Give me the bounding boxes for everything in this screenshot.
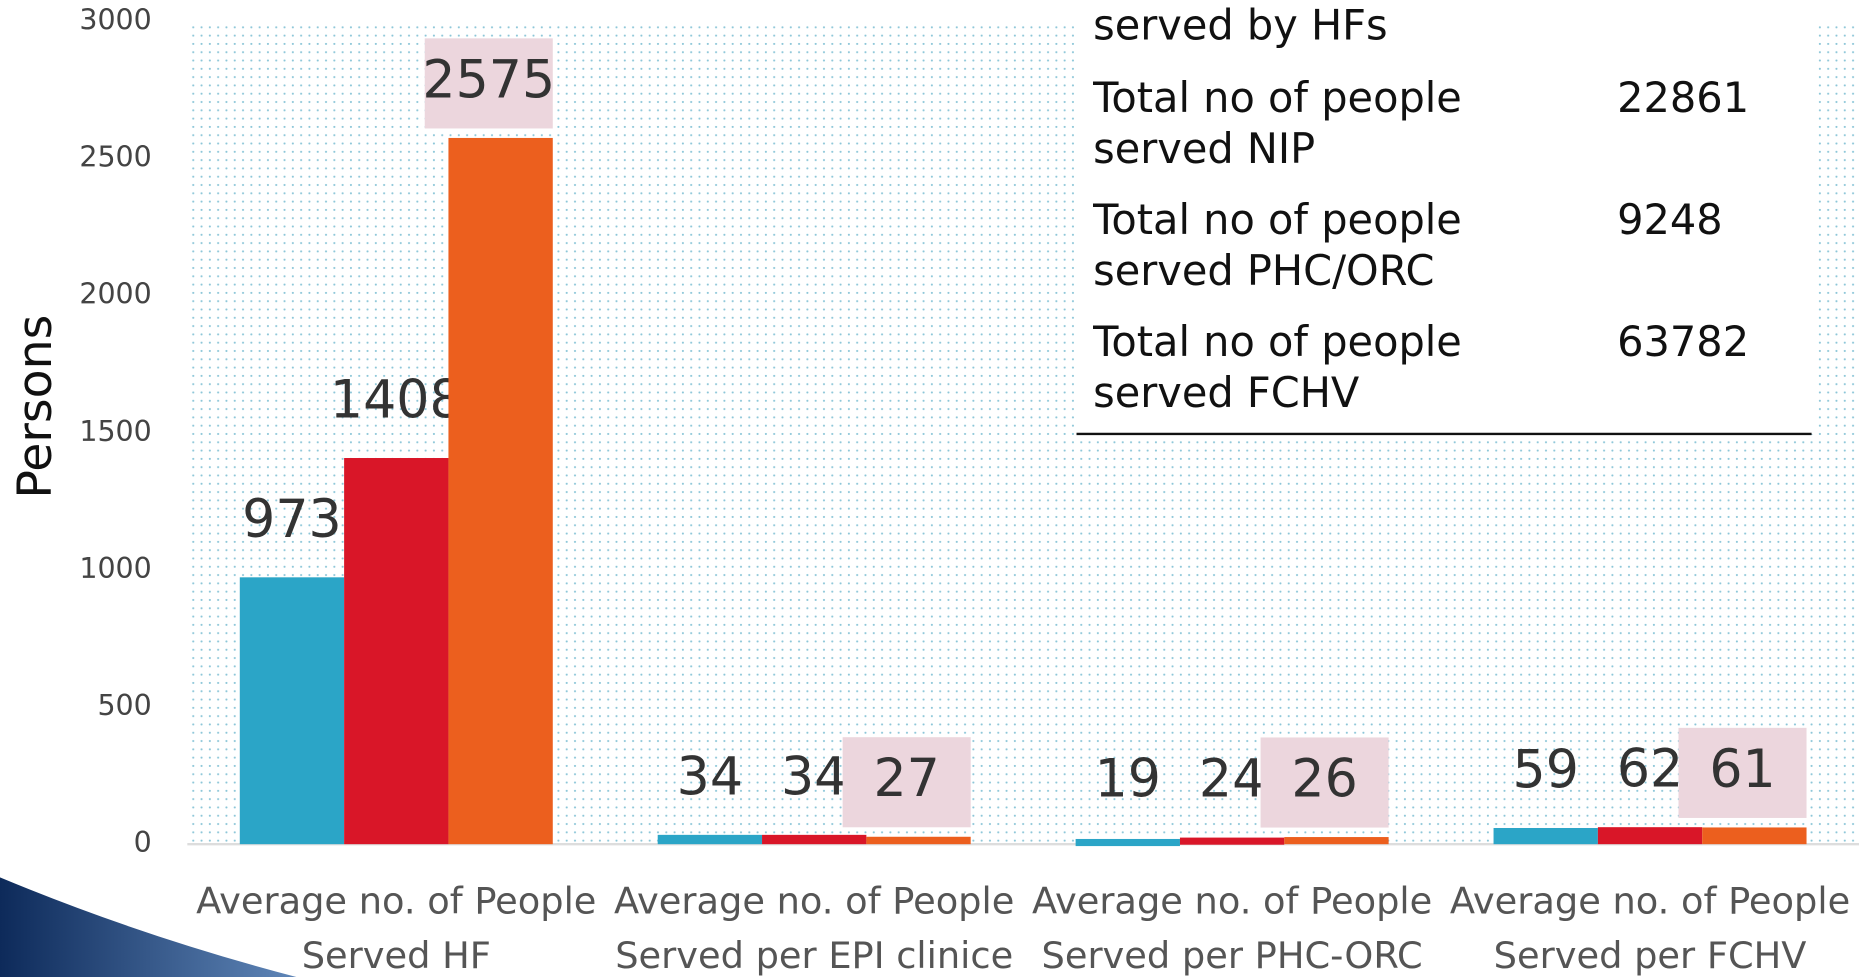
value-label: 61 <box>1709 740 1775 800</box>
table-value: 63782 <box>1617 317 1749 366</box>
y-tick-label: 1000 <box>79 552 151 585</box>
value-label: 973 <box>242 490 342 550</box>
table-label: served by HFs <box>1093 0 1388 49</box>
y-tick-label: 0 <box>134 826 152 859</box>
value-label-box <box>1678 727 1807 818</box>
table-value: 9248 <box>1617 195 1723 244</box>
table-background <box>1076 0 1814 434</box>
bar <box>1075 838 1180 847</box>
bar <box>1597 827 1703 845</box>
value-label: 19 <box>1095 750 1161 810</box>
y-tick-label: 2500 <box>79 141 151 174</box>
value-label: 2575 <box>422 50 555 110</box>
table-label: Total no of people served NIP <box>1092 73 1462 173</box>
x-tick-label: Average no. of People Served per PHC-ORC <box>1032 879 1432 977</box>
value-label: 26 <box>1291 750 1357 810</box>
bar <box>1493 827 1598 845</box>
x-tick-label: Average no. of People Served per EPI clin… <box>614 879 1014 977</box>
bar <box>762 834 867 845</box>
bar <box>1702 827 1807 845</box>
decoration <box>0 877 297 977</box>
table-label: Total no of people served PHC/ORC <box>1092 195 1462 295</box>
y-tick-label: 1500 <box>79 415 151 448</box>
table-value: 22861 <box>1617 73 1749 122</box>
value-label: 34 <box>781 747 847 807</box>
value-label: 1408 <box>330 370 463 430</box>
bar <box>1284 837 1389 845</box>
y-tick-label: 2000 <box>79 278 151 311</box>
bar <box>448 137 553 845</box>
value-label: 27 <box>873 749 939 809</box>
y-axis-title: Persons <box>8 315 63 499</box>
value-label-box <box>842 737 971 828</box>
y-tick-label: 500 <box>97 689 151 722</box>
value-label: 59 <box>1513 740 1579 800</box>
value-label: 34 <box>677 747 743 807</box>
y-tick-label: 3000 <box>79 3 151 36</box>
value-label: 62 <box>1617 740 1683 800</box>
bar <box>657 834 763 845</box>
bar <box>1179 837 1285 845</box>
bar <box>344 458 449 845</box>
value-label: 24 <box>1199 750 1265 810</box>
value-label-box <box>1260 737 1389 828</box>
table-label: Total no of people served FCHV <box>1092 317 1462 417</box>
bar <box>866 836 971 845</box>
bar <box>239 577 345 845</box>
value-label-box <box>424 38 553 129</box>
x-tick-label: Average no. of People Served HF <box>196 879 596 977</box>
x-tick-label: Average no. of People Served per FCHV <box>1450 879 1850 977</box>
